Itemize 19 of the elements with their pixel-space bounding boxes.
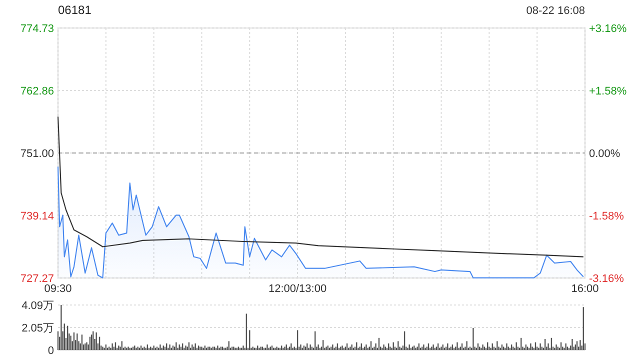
y-tick-label: 774.73 [20, 22, 54, 35]
y3-tick-label: 2.05万 [22, 322, 54, 334]
y2-tick-label: 0.00% [589, 148, 620, 160]
y2-tick-label: +3.16% [589, 22, 627, 35]
y3-tick-label: 0 [48, 344, 54, 357]
x-tick-label: 09:30 [44, 283, 72, 295]
chart-title: 06181 [58, 3, 92, 17]
x-tick-label: 16:00 [571, 283, 599, 295]
y-tick-label: 751.00 [20, 148, 54, 160]
y2-tick-label: -3.16% [589, 272, 624, 285]
y3-tick-label: 4.09万 [22, 300, 54, 312]
y2-tick-label: +1.58% [589, 85, 627, 98]
y-tick-label: 727.27 [20, 272, 54, 285]
text: 08-22 16:08 [526, 5, 585, 17]
y-tick-label: 739.14 [20, 210, 54, 222]
y2-tick-label: -1.58% [589, 210, 624, 222]
line-series [57, 116, 584, 258]
x-tick-label: 12:00/13:00 [268, 283, 327, 295]
y-tick-label: 762.86 [20, 85, 54, 98]
